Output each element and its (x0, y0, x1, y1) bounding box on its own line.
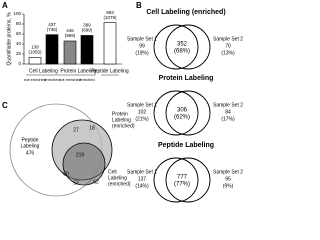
bar (103, 22, 117, 65)
bar-count: 138 (31, 45, 39, 50)
set-count: 476 (26, 150, 35, 156)
panel-label: B (136, 1, 142, 10)
venn-circle (165, 90, 211, 136)
overlap-count: 777 (177, 175, 188, 181)
cell-circle (62, 142, 106, 186)
region-count: 219 (76, 152, 85, 158)
set-label: Sample Set 1 (127, 36, 157, 42)
set-pct: (19%) (135, 50, 149, 56)
region-count: 52 (73, 180, 79, 186)
bar-count: 437 (48, 22, 56, 27)
group-label: Peptide Labeling (91, 68, 128, 74)
overlap-pct: (62%) (174, 115, 190, 121)
venn-circle (165, 157, 211, 203)
venn-circle (153, 24, 199, 70)
set-pct: (9%) (223, 183, 234, 189)
set-pct: (21%) (135, 116, 149, 122)
set-label: (enriched) (112, 123, 135, 129)
overlap-count: 306 (177, 108, 188, 114)
set-label: Sample Set 1 (127, 169, 157, 175)
x-tick-label: not enriched (24, 77, 46, 82)
set-count: 99 (139, 43, 145, 49)
set-pct: (13%) (221, 50, 235, 56)
set-pct: (14%) (135, 183, 149, 189)
x-tick-label: not enriched (59, 77, 81, 82)
set-label: Sample Set 2 (213, 102, 243, 108)
region-count: 62 (93, 179, 99, 185)
panel-label: A (2, 1, 8, 10)
set-label: Labeling (21, 143, 40, 149)
set-label: Labeling (112, 117, 131, 123)
overlap-pct: (77%) (174, 182, 190, 188)
set-count: 70 (225, 43, 231, 49)
set-label: Sample Set 2 (213, 169, 243, 175)
venn-title: Peptide Labeling (158, 142, 214, 149)
set-count: 102 (138, 109, 147, 115)
group-label: Cell Labeling (29, 68, 58, 74)
y-tick-label: 40 (16, 41, 22, 46)
y-tick-label: 60 (16, 31, 22, 36)
bar-total: (969) (65, 33, 76, 38)
bar-total: (699) (82, 28, 93, 33)
y-tick-label: 80 (16, 21, 22, 26)
x-tick-label: enriched (79, 77, 94, 82)
y-tick-label: 0 (18, 61, 21, 66)
set-label: Protein (112, 111, 128, 117)
set-label: (enriched) (108, 181, 131, 187)
bar-count: 446 (66, 28, 74, 33)
set-count: 137 (138, 176, 147, 182)
set-count: 95 (225, 176, 231, 182)
set-label: Labeling (108, 175, 127, 181)
x-tick-label: enriched (44, 77, 59, 82)
set-count: 84 (225, 109, 231, 115)
bar-total: (746) (47, 27, 58, 32)
set-label: Sample Set 1 (127, 102, 157, 108)
bar (45, 34, 59, 65)
set-pct: (17%) (221, 116, 235, 122)
bar (63, 40, 77, 65)
overlap-pct: (68%) (174, 49, 190, 55)
bar-count: 893 (106, 10, 114, 15)
venn-circle (153, 157, 199, 203)
venn-title: Protein Labeling (159, 75, 214, 82)
y-tick-label: 20 (16, 51, 22, 56)
bar-count: 399 (83, 23, 91, 28)
y-tick-label: 100 (13, 11, 21, 16)
bar-total: (1055) (28, 50, 42, 55)
region-count: 27 (73, 127, 79, 133)
overlap-count: 352 (177, 42, 188, 48)
venn-title: Cell Labeling (enriched) (146, 9, 225, 16)
bar-total: (1079) (103, 15, 117, 20)
group-label: Protein Labeling (60, 68, 96, 74)
region-count: 18 (89, 125, 95, 131)
set-label: Sample Set 2 (213, 36, 243, 42)
region-count: 50 (63, 171, 69, 177)
panel-label: C (2, 101, 8, 110)
set-label: Cell (108, 169, 117, 175)
bar (28, 57, 42, 65)
y-axis-label: Quantifiable proteins, % (6, 12, 12, 66)
venn-circle (165, 24, 211, 70)
venn-circle (153, 90, 199, 136)
set-label: Peptide (22, 137, 39, 143)
bar (80, 35, 94, 65)
